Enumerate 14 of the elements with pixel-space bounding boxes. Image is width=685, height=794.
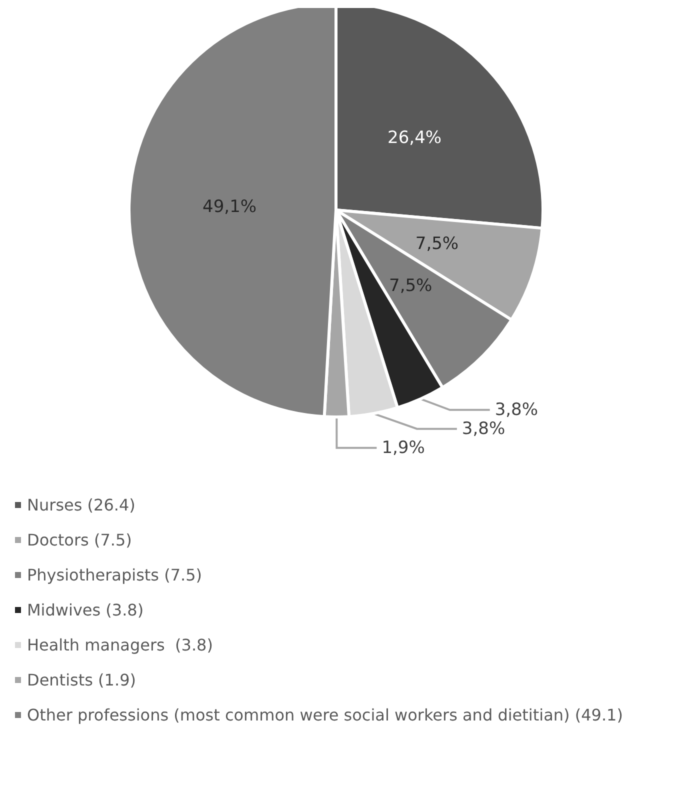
legend-label: Midwives (3.8) [27, 600, 144, 620]
data-label: 1,9% [382, 438, 425, 458]
data-label: 7,5% [415, 234, 459, 254]
legend-label: Health managers (3.8) [27, 636, 213, 654]
legend-label: Dentists (1.9) [27, 670, 136, 690]
legend-label: Doctors (7.5) [27, 530, 132, 550]
data-label: 49,1% [202, 196, 257, 217]
legend-label: Nurses (26.4) [27, 496, 136, 514]
legend-label: Physiotherapists (7.5) [27, 566, 202, 584]
data-label: 26,4% [388, 128, 442, 148]
data-label: 3,8% [494, 400, 538, 420]
data-label: 7,5% [388, 276, 432, 296]
data-label: 3,8% [462, 418, 506, 439]
legend-label: Other professions (most common were social workers and dietitian) (49.1) [27, 706, 623, 724]
